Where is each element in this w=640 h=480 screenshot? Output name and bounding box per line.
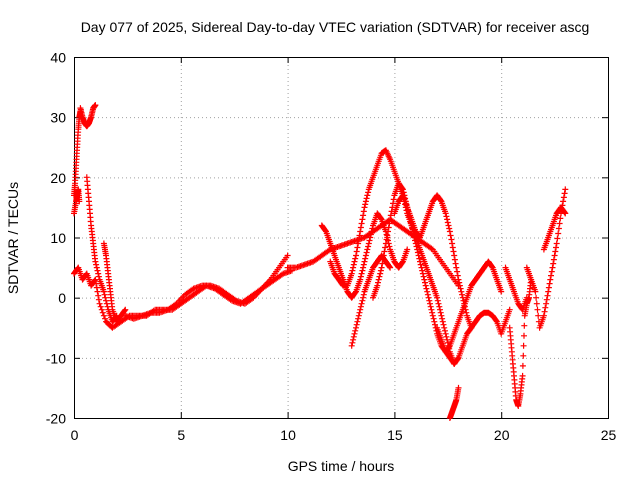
series-arc-k (348, 252, 394, 349)
y-ticks: -20 -10 0 10 20 30 40 (46, 50, 608, 427)
x-tick-label: 20 (494, 427, 510, 443)
plot-frame (74, 57, 609, 419)
x-tick-label: 5 (177, 427, 185, 443)
series-arc-g (122, 252, 291, 322)
data-point-markers (348, 252, 394, 349)
series-arc-f (100, 240, 129, 325)
data-point-markers (506, 276, 535, 409)
data-point-markers (523, 186, 569, 331)
x-tick-label: 15 (387, 427, 403, 443)
x-ticks: 0 5 10 15 20 25 (71, 57, 617, 443)
data-point-markers (391, 192, 475, 331)
series-arc-p (506, 276, 535, 409)
y-tick-label: 0 (58, 290, 66, 306)
data-point-markers (71, 186, 83, 217)
data-marks (71, 102, 569, 421)
data-point-markers (434, 306, 513, 367)
y-tick-label: 30 (50, 110, 66, 126)
series-arc-d (71, 186, 83, 217)
data-point-markers (540, 204, 569, 253)
x-tick-label: 25 (601, 427, 617, 443)
series-arc-r (523, 186, 569, 331)
y-tick-label: 20 (50, 170, 66, 186)
grid-lines (74, 57, 608, 418)
chart-title: Day 077 of 2025, Sidereal Day-to-day VTE… (81, 19, 590, 35)
series-arc-m (391, 192, 475, 331)
x-tick-label: 0 (71, 427, 79, 443)
data-point-markers (446, 384, 462, 421)
data-point-markers (100, 240, 129, 325)
x-axis-label: GPS time / hours (288, 458, 395, 474)
series-arc-o (446, 384, 462, 421)
series-arc-e (83, 174, 120, 325)
y-tick-label: 10 (50, 230, 66, 246)
data-point-markers (502, 264, 530, 313)
y-tick-label: 40 (50, 50, 66, 66)
data-point-markers (122, 252, 291, 322)
data-point-markers (83, 174, 120, 325)
y-axis-label: SDTVAR / TECUs (5, 182, 21, 294)
y-tick-label: -10 (46, 350, 66, 366)
x-tick-label: 10 (280, 427, 296, 443)
series-arc-q (502, 264, 530, 313)
data-point-markers (77, 102, 99, 130)
series-arc-n (434, 306, 513, 367)
series-arc-s (540, 204, 569, 253)
y-tick-label: -20 (46, 411, 66, 427)
series-arc-c (77, 102, 99, 130)
